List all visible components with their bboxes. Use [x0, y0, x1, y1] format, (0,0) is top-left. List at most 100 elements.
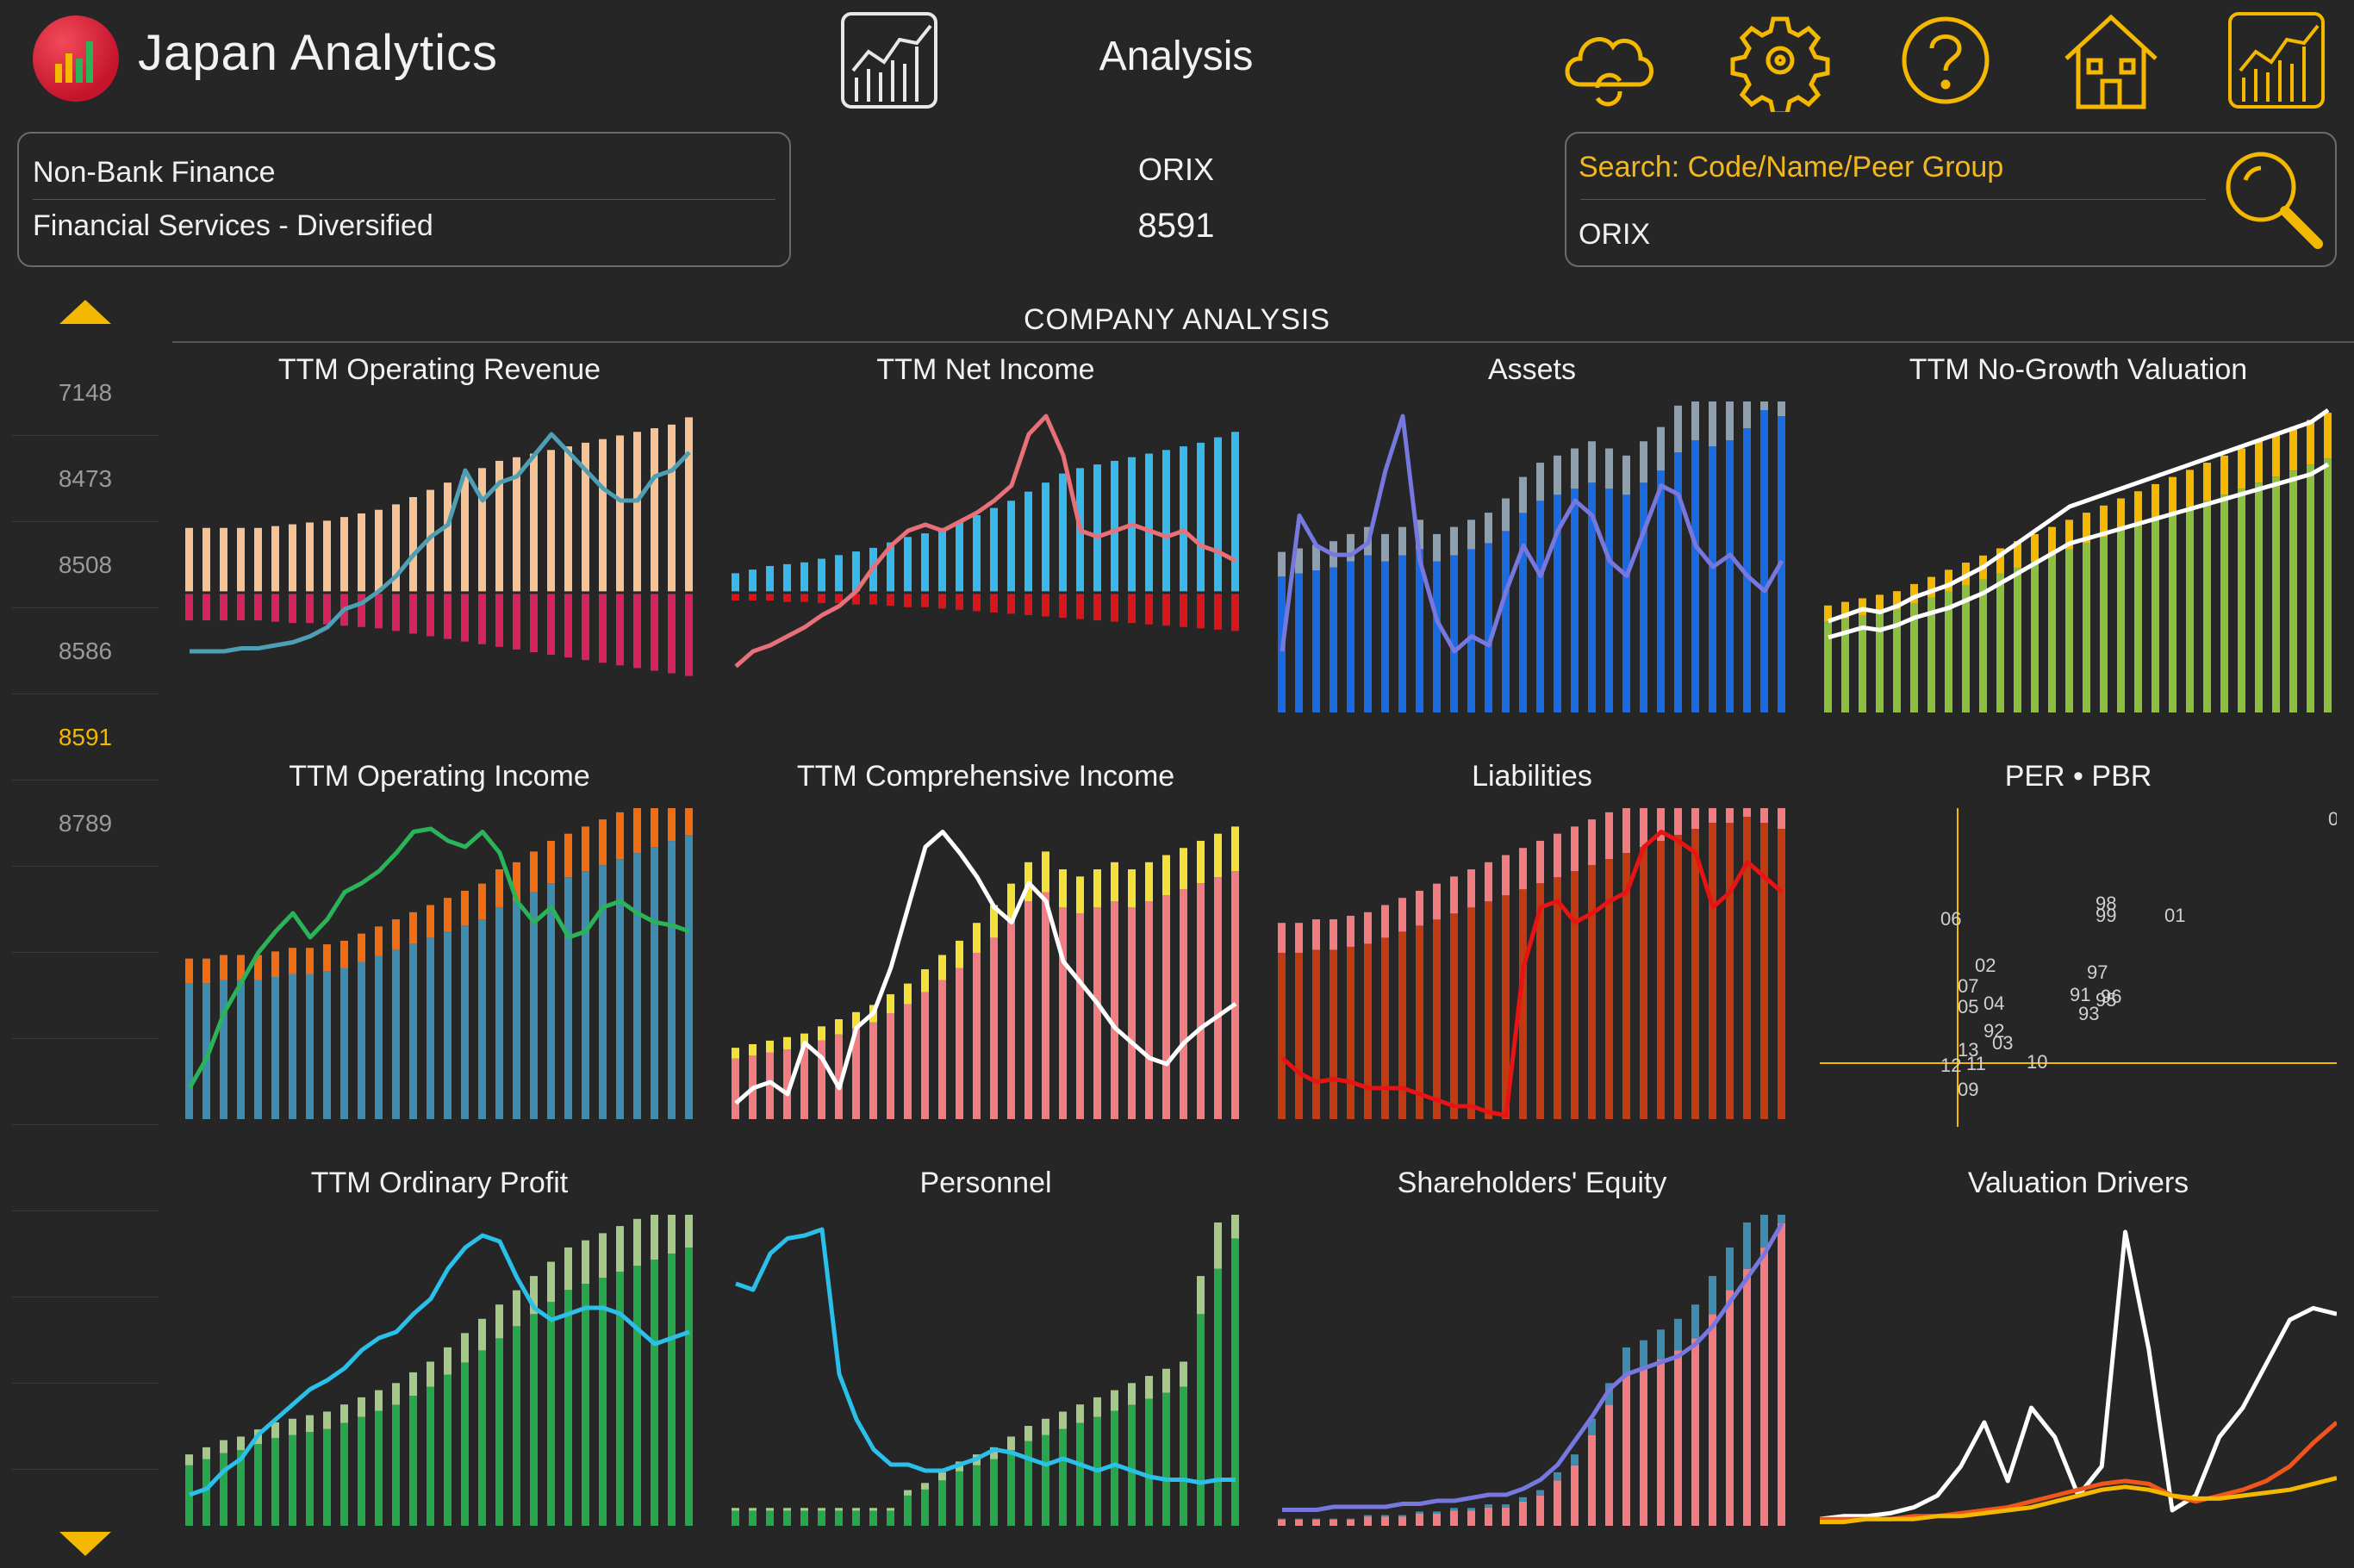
bar-stack: [1347, 1518, 1354, 1520]
bar-pos: [1433, 1513, 1441, 1526]
bar-pos: [1059, 907, 1067, 1119]
bar-pos: [1093, 907, 1101, 1119]
bar-pos: [375, 955, 383, 1119]
bar-stack: [1042, 1418, 1049, 1435]
search-panel[interactable]: Search: Code/Name/Peer Group ORIX: [1565, 132, 2337, 267]
bar-pos: [668, 424, 676, 592]
bar-stack: [668, 808, 676, 842]
scroll-up-icon[interactable]: [59, 300, 111, 324]
bar-pos: [1979, 579, 1987, 712]
bar-stack: [530, 851, 538, 893]
bar-pos: [1605, 1404, 1613, 1526]
bar-stack: [547, 1261, 555, 1303]
bar-pos: [1996, 573, 2004, 712]
scroll-down-icon[interactable]: [59, 1532, 111, 1556]
search-icon[interactable]: [2216, 142, 2328, 254]
bar-pos: [2307, 464, 2314, 712]
bar-pos: [1128, 907, 1136, 1119]
bar-pos: [513, 901, 520, 1119]
bar-pos: [2255, 482, 2263, 712]
search-placeholder[interactable]: Search: Code/Name/Peer Group: [1579, 151, 2004, 184]
bar-pos: [306, 522, 314, 592]
bar-pos: [783, 563, 791, 592]
chart-title-3: TTM No-Growth Valuation: [1909, 353, 2248, 386]
sidebar-item-7148[interactable]: 7148: [12, 350, 159, 436]
bar-stack: [1657, 1329, 1665, 1360]
bar-pos: [358, 961, 365, 1119]
chart-8[interactable]: [181, 1215, 698, 1542]
bar-stack: [1450, 876, 1458, 914]
bar-pos: [852, 1510, 860, 1526]
gear-icon[interactable]: [1728, 9, 1832, 116]
scatter-label: 92: [1983, 1020, 2004, 1042]
bar-stack: [818, 1026, 825, 1041]
chart-0[interactable]: [181, 401, 698, 729]
bar-stack: [1295, 923, 1303, 953]
sidebar-item-8473[interactable]: 8473: [12, 436, 159, 522]
bar-stack: [1450, 1508, 1458, 1511]
bar-pos: [323, 971, 331, 1119]
chart-9[interactable]: [727, 1215, 1244, 1542]
bar-stack: [835, 1019, 843, 1035]
bar-stack: [1007, 883, 1015, 920]
bar-pos: [2203, 501, 2211, 712]
bar-pos: [1640, 1368, 1647, 1526]
bar-stack: [1416, 1511, 1423, 1514]
bar-neg: [633, 594, 641, 669]
cloud-sync-icon[interactable]: [1556, 9, 1660, 112]
bar-pos: [1485, 1507, 1492, 1526]
bar-pos: [887, 1510, 894, 1526]
sidebar-item-8586[interactable]: 8586: [12, 608, 159, 694]
bar-pos: [766, 565, 774, 592]
bar-pos: [495, 460, 503, 592]
bar-stack: [478, 1318, 486, 1351]
bar-stack: [409, 1372, 417, 1397]
bar-neg: [783, 594, 791, 602]
chart-2[interactable]: [1274, 401, 1790, 729]
sidebar-item-8789[interactable]: 8789: [12, 781, 159, 867]
bar-pos: [1381, 937, 1389, 1119]
bar-stack: [1554, 833, 1561, 878]
chart-5[interactable]: [727, 808, 1244, 1136]
scatter-label: 05: [1958, 996, 1978, 1017]
bar-stack: [1347, 533, 1354, 562]
bar-pos: [1622, 1374, 1630, 1526]
chart-1[interactable]: [727, 401, 1244, 729]
bar-pos: [358, 513, 365, 592]
bar-pos: [1605, 488, 1613, 712]
bar-pos: [1467, 907, 1475, 1119]
bar-stack: [375, 926, 383, 956]
analysis-chart-icon[interactable]: [838, 9, 941, 112]
bar-stack: [1554, 455, 1561, 495]
sidebar-item-8591[interactable]: 8591: [12, 694, 159, 781]
chart-11[interactable]: [1820, 1215, 2337, 1542]
bar-pos: [185, 1465, 193, 1526]
bar-stack: [1674, 808, 1682, 836]
chart-3[interactable]: [1820, 401, 2337, 729]
chart-4[interactable]: [181, 808, 698, 1136]
bar-pos: [1214, 877, 1222, 1119]
bar-pos: [685, 1248, 693, 1526]
bar-pos: [800, 562, 808, 592]
bar-pos: [1042, 892, 1049, 1119]
series-line: [1282, 1222, 1784, 1512]
bar-neg: [1162, 594, 1170, 626]
bar-pos: [271, 977, 279, 1119]
chart-icon[interactable]: [2225, 9, 2328, 112]
chart-6[interactable]: [1274, 808, 1790, 1136]
home-icon[interactable]: [2059, 9, 2163, 112]
bar-pos: [1180, 889, 1187, 1119]
series-line: [190, 432, 691, 654]
sidebar-item-8508[interactable]: 8508: [12, 522, 159, 608]
bar-pos: [1709, 823, 1716, 1119]
bar-stack: [530, 1276, 538, 1315]
sidebar-empty-row: [12, 1211, 159, 1297]
help-icon[interactable]: [1894, 9, 1997, 112]
chart-10[interactable]: [1274, 1215, 1790, 1542]
bar-stack: [1059, 1411, 1067, 1429]
search-input[interactable]: ORIX: [1579, 218, 1651, 251]
bar-stack: [1709, 401, 1716, 447]
bar-pos: [323, 1428, 331, 1526]
bar-pos: [1588, 482, 1596, 712]
